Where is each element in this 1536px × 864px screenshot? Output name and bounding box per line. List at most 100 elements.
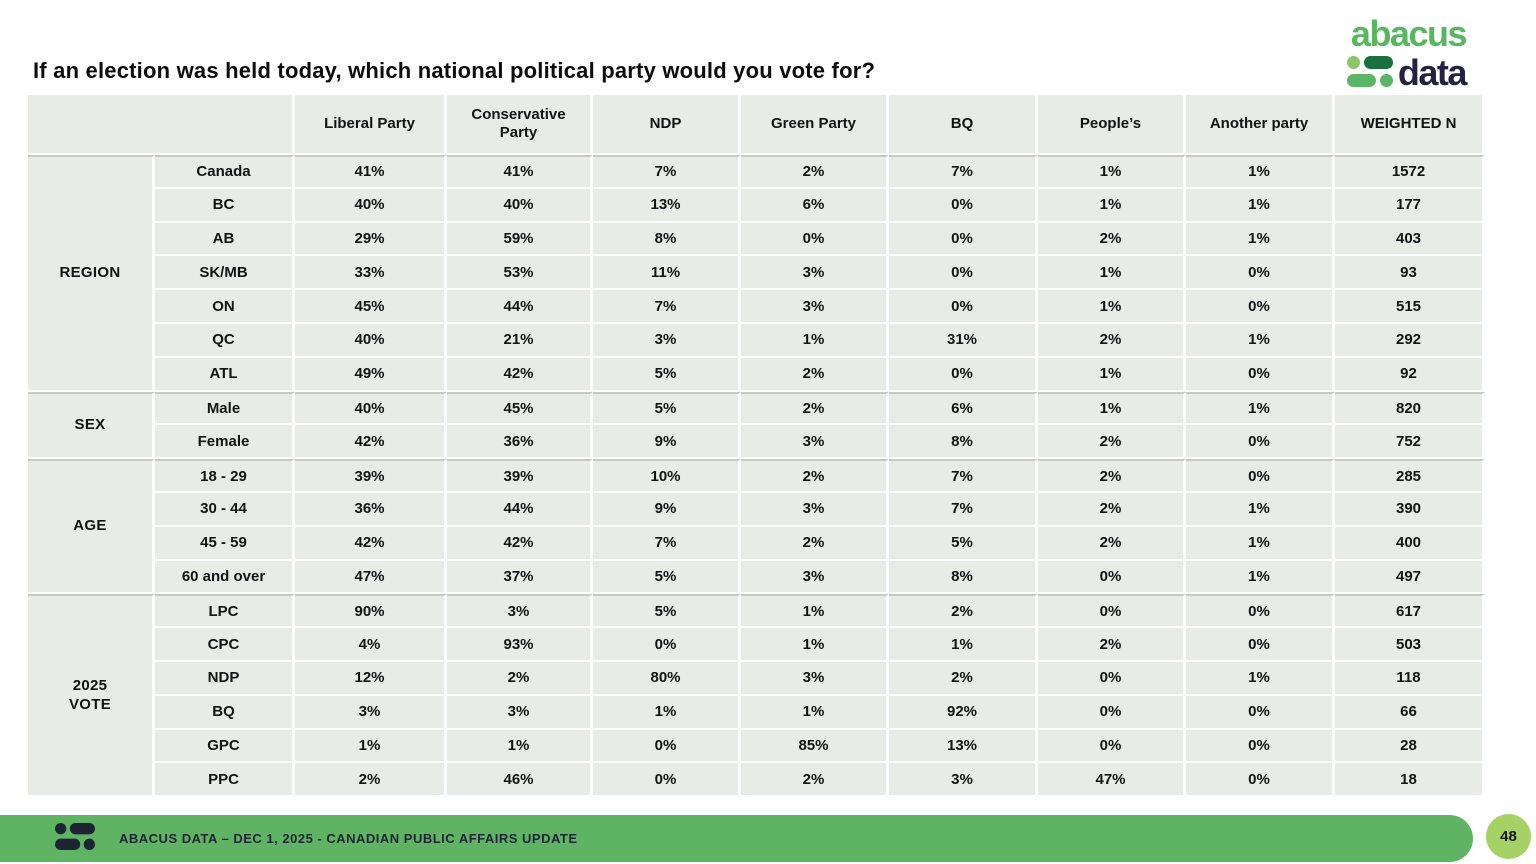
value-cell: 42% [295,526,447,561]
value-cell: 7% [889,492,1038,527]
value-cell: 285 [1335,459,1485,493]
value-cell: 18 [1335,763,1485,798]
value-cell: 1% [1186,188,1335,223]
footer-logo-mark-icon [55,822,95,855]
value-cell: 7% [593,526,741,561]
value-cell: 1% [1186,560,1335,595]
value-cell: 0% [1038,661,1186,696]
value-cell: 6% [741,188,889,223]
value-cell: 13% [889,729,1038,764]
value-cell: 28 [1335,729,1485,764]
value-cell: 3% [295,695,447,730]
value-cell: 53% [447,256,593,291]
category-cell: PPC [155,763,295,798]
value-cell: 0% [889,188,1038,223]
value-cell: 90% [295,594,447,629]
value-cell: 42% [295,425,447,460]
value-cell: 36% [295,492,447,527]
value-cell: 40% [295,188,447,223]
value-cell: 92 [1335,357,1485,392]
value-cell: 59% [447,222,593,257]
column-header: NDP [593,95,741,155]
value-cell: 93 [1335,256,1485,291]
value-cell: 12% [295,661,447,696]
value-cell: 42% [447,357,593,392]
value-cell: 0% [1186,290,1335,324]
category-cell: 18 - 29 [155,459,295,493]
value-cell: 1% [1186,155,1335,189]
value-cell: 1% [1186,222,1335,257]
value-cell: 0% [1186,763,1335,798]
page-number-badge: 48 [1486,814,1531,859]
value-cell: 10% [593,459,741,493]
value-cell: 2% [889,594,1038,629]
value-cell: 2% [741,391,889,426]
value-cell: 40% [295,323,447,358]
value-cell: 1% [1186,391,1335,426]
value-cell: 2% [889,661,1038,696]
category-cell: Canada [155,155,295,189]
value-cell: 0% [1186,695,1335,730]
value-cell: 3% [741,492,889,527]
category-cell: CPC [155,628,295,662]
value-cell: 46% [447,763,593,798]
value-cell: 7% [889,155,1038,189]
value-cell: 33% [295,256,447,291]
column-header: WEIGHTED N [1335,95,1485,155]
value-cell: 0% [1186,357,1335,392]
value-cell: 39% [447,459,593,493]
value-cell: 36% [447,425,593,460]
value-cell: 2% [1038,459,1186,493]
logo-wordmark-data: data [1397,52,1468,93]
value-cell: 0% [889,222,1038,257]
value-cell: 617 [1335,594,1485,629]
table-row: 60 and over 47% 37% 5% 3% 8% 0% 1% 497 [28,560,1485,595]
column-header: Green Party [741,95,889,155]
value-cell: 31% [889,323,1038,358]
column-header: Liberal Party [295,95,447,155]
value-cell: 47% [295,560,447,595]
value-cell: 9% [593,425,741,460]
table-header-row: Liberal Party Conservative Party NDP Green … [28,95,1485,155]
table-row: ATL 49% 42% 5% 2% 0% 1% 0% 92 [28,357,1485,392]
value-cell: 2% [1038,492,1186,527]
value-cell: 7% [889,459,1038,493]
category-cell: 60 and over [155,560,295,595]
value-cell: 0% [889,290,1038,324]
category-cell: 30 - 44 [155,492,295,527]
table-row: BC 40% 40% 13% 6% 0% 1% 1% 177 [28,188,1485,223]
value-cell: 1% [1038,290,1186,324]
value-cell: 3% [447,594,593,629]
value-cell: 1572 [1335,155,1485,189]
results-table: Liberal Party Conservative Party NDP Green … [28,95,1485,798]
footer-bar: ABACUS DATA – DEC 1, 2025 - CANADIAN PUB… [0,815,1473,862]
column-header: People’s [1038,95,1186,155]
value-cell: 2% [741,526,889,561]
value-cell: 0% [1038,729,1186,764]
table-row: CPC 4% 93% 0% 1% 1% 2% 0% 503 [28,628,1485,662]
value-cell: 1% [741,594,889,629]
value-cell: 11% [593,256,741,291]
value-cell: 92% [889,695,1038,730]
value-cell: 820 [1335,391,1485,426]
category-cell: ATL [155,357,295,392]
value-cell: 1% [741,323,889,358]
value-cell: 177 [1335,188,1485,223]
table-row: ON 45% 44% 7% 3% 0% 1% 0% 515 [28,290,1485,324]
value-cell: 3% [889,763,1038,798]
value-cell: 2% [1038,628,1186,662]
value-cell: 0% [1186,628,1335,662]
category-cell: GPC [155,729,295,764]
value-cell: 44% [447,290,593,324]
value-cell: 0% [889,256,1038,291]
table-row: NDP 12% 2% 80% 3% 2% 0% 1% 118 [28,661,1485,696]
value-cell: 3% [741,661,889,696]
value-cell: 503 [1335,628,1485,662]
value-cell: 8% [889,560,1038,595]
value-cell: 21% [447,323,593,358]
logo-wordmark-abacus: abacus [1350,13,1468,54]
value-cell: 2% [741,357,889,392]
value-cell: 8% [593,222,741,257]
value-cell: 0% [1186,425,1335,460]
value-cell: 40% [295,391,447,426]
